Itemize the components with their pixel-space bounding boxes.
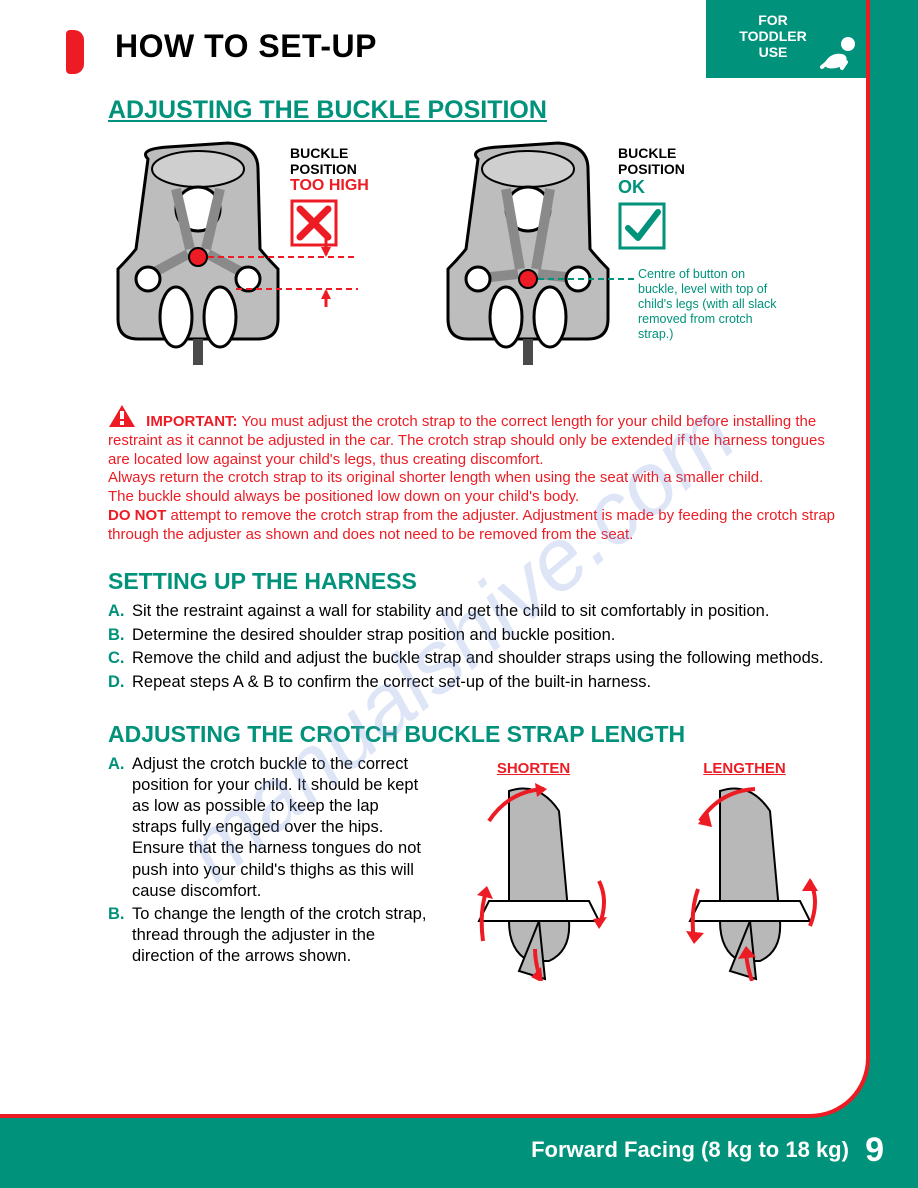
lengthen-label: LENGTHEN [660, 760, 830, 777]
important-label: IMPORTANT: [146, 413, 237, 430]
footer: Forward Facing (8 kg to 18 kg) 9 [531, 1131, 884, 1170]
diagram-too-high: BUCKLE POSITION TOO HIGH [108, 139, 408, 384]
step-text: Determine the desired shoulder strap pos… [132, 625, 615, 646]
lengthen-strap-icon [660, 781, 830, 981]
step-letter: A. [108, 601, 132, 622]
diagram-ok: BUCKLE POSITION OK Centre of button on b… [438, 139, 638, 384]
badge-line3: USE [759, 44, 788, 60]
important-p4: attempt to remove the crotch strap from … [108, 507, 835, 543]
red-tab-accent [66, 30, 84, 74]
label-position-1: POSITION [290, 161, 369, 177]
step-text: Sit the restraint against a wall for sta… [132, 601, 769, 622]
shorten-label: SHORTEN [449, 760, 619, 777]
step-letter: B. [108, 625, 132, 646]
section3-heading: ADJUSTING THE CROTCH BUCKLE STRAP LENGTH [108, 721, 850, 748]
step-text: Remove the child and adjust the buckle s… [132, 648, 824, 669]
footer-text: Forward Facing (8 kg to 18 kg) [531, 1137, 849, 1162]
status-too-high: TOO HIGH [290, 177, 369, 195]
crotch-steps: A.Adjust the crotch buckle to the correc… [108, 754, 428, 986]
important-p2: Always return the crotch strap to its or… [108, 469, 763, 486]
cross-box-icon [290, 199, 338, 247]
check-box-icon [618, 202, 666, 250]
warning-triangle-icon [108, 404, 136, 428]
step-text: Repeat steps A & B to confirm the correc… [132, 672, 651, 693]
strap-diagrams: SHORTEN [428, 754, 850, 986]
label-buckle-1: BUCKLE [290, 145, 369, 161]
page-title: HOW TO SET-UP [115, 28, 377, 65]
ok-note: Centre of button on buckle, level with t… [638, 267, 778, 342]
step-letter: B. [108, 904, 132, 967]
section2-heading: SETTING UP THE HARNESS [108, 568, 850, 595]
badge-line1: FOR [758, 12, 788, 28]
page-number: 9 [865, 1131, 884, 1169]
step-letter: D. [108, 672, 132, 693]
harness-steps: A.Sit the restraint against a wall for s… [108, 601, 850, 693]
step-letter: A. [108, 754, 132, 902]
shorten-diagram: SHORTEN [449, 760, 619, 986]
carseat-ok-icon [438, 139, 638, 379]
buckle-diagrams: BUCKLE POSITION TOO HIGH [108, 139, 850, 384]
crotch-row: A.Adjust the crotch buckle to the correc… [108, 754, 850, 986]
shorten-strap-icon [449, 781, 619, 981]
step-text: To change the length of the crotch strap… [132, 904, 428, 967]
content-area: ADJUSTING THE BUCKLE POSITION [108, 96, 850, 986]
status-ok: OK [618, 177, 738, 198]
crawling-baby-icon [816, 34, 860, 72]
lengthen-diagram: LENGTHEN [660, 760, 830, 986]
step-text: Adjust the crotch buckle to the correct … [132, 754, 428, 902]
toddler-badge: FOR TODDLER USE [706, 0, 866, 78]
important-p3: The buckle should always be positioned l… [108, 488, 579, 505]
important-block: IMPORTANT: You must adjust the crotch st… [108, 404, 850, 544]
section1-heading: ADJUSTING THE BUCKLE POSITION [108, 96, 850, 125]
label-buckle-2: BUCKLE [618, 145, 738, 161]
badge-line2: TODDLER [739, 28, 806, 44]
donot-label: DO NOT [108, 507, 166, 524]
step-letter: C. [108, 648, 132, 669]
label-position-2: POSITION [618, 161, 738, 177]
page-container: HOW TO SET-UP FOR TODDLER USE ADJUSTING … [0, 0, 870, 1118]
